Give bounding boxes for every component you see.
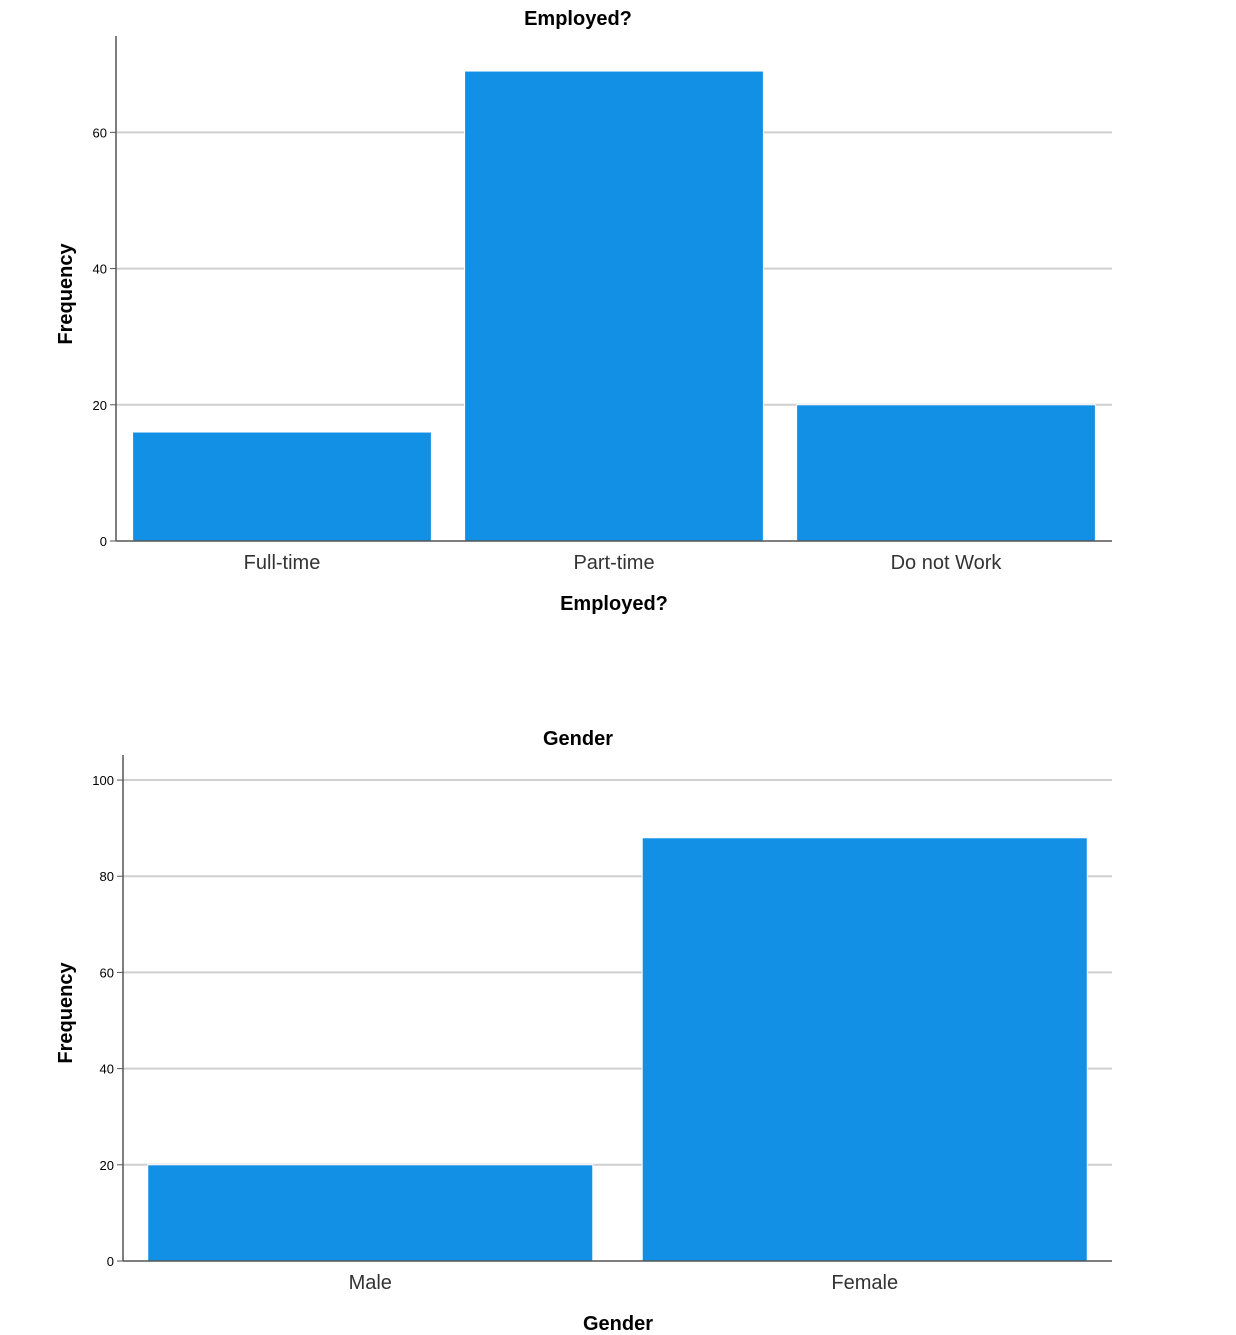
plot-area: 0 20 40 60 80 100 Male Female xyxy=(92,755,1112,1294)
gender-bar-chart: Gender Frequency Gender 0 20 40 60 80 100 Male… xyxy=(55,728,1112,1335)
y-tick-label: 40 xyxy=(100,1062,114,1077)
y-tick-label: 80 xyxy=(100,869,114,884)
x-tick-label: Do not Work xyxy=(891,552,1003,574)
y-tick-label: 60 xyxy=(100,965,114,980)
x-axis-label: Employed? xyxy=(560,593,668,615)
bar-male xyxy=(147,1164,594,1262)
x-tick-label: Full-time xyxy=(244,552,321,574)
y-tick-label: 0 xyxy=(100,534,107,549)
employed-bar-chart: Employed? Frequency Employed? 0 20 40 60 Ful… xyxy=(55,8,1112,615)
y-tick-label: 40 xyxy=(93,262,107,277)
bar-part-time xyxy=(464,70,764,542)
chart-title: Gender xyxy=(543,728,613,750)
y-tick-label: 100 xyxy=(92,773,114,788)
x-tick-label: Male xyxy=(349,1272,392,1294)
x-tick-label: Part-time xyxy=(573,552,654,574)
y-axis-label: Frequency xyxy=(55,243,77,345)
chart-title: Employed? xyxy=(524,8,632,30)
y-tick-label: 20 xyxy=(100,1158,114,1173)
y-tick-label: 20 xyxy=(93,398,107,413)
bar-full-time xyxy=(132,431,432,542)
x-tick-label: Female xyxy=(831,1272,898,1294)
plot-area: 0 20 40 60 Full-time Part-time Do not Work xyxy=(93,36,1112,574)
y-tick-label: 60 xyxy=(93,125,107,140)
y-tick-label: 0 xyxy=(107,1254,114,1269)
x-axis-label: Gender xyxy=(583,1313,653,1335)
bar-do-not-work xyxy=(796,404,1096,542)
y-axis-label: Frequency xyxy=(55,962,77,1064)
bar-female xyxy=(641,837,1088,1262)
